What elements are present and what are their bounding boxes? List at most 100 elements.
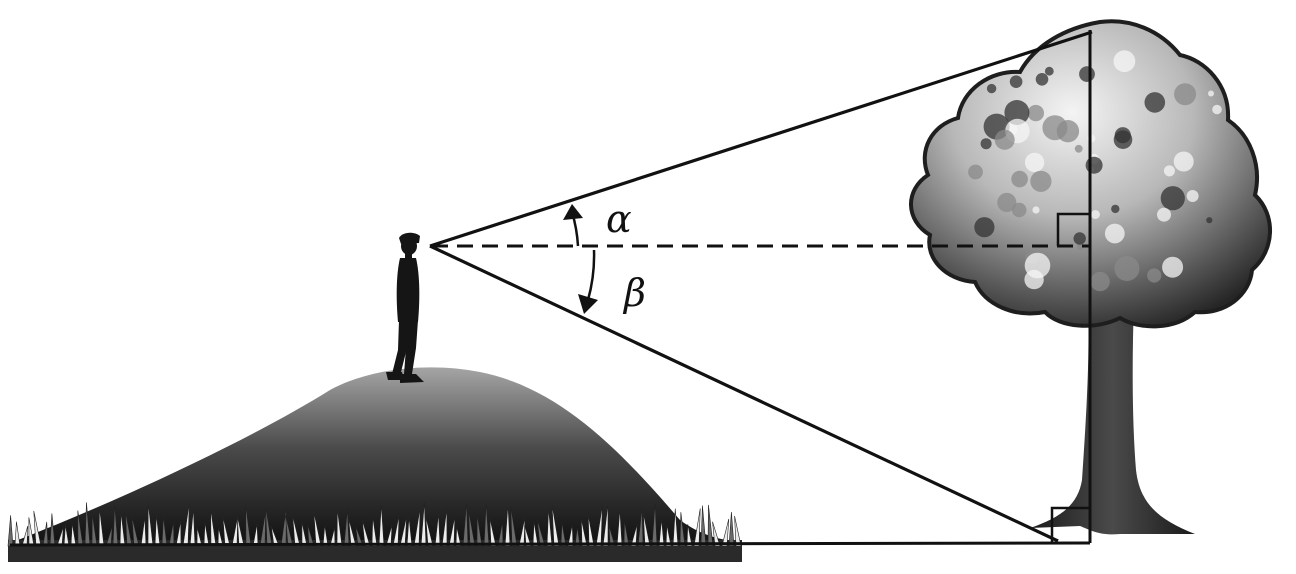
grass-blade [524,525,532,547]
grass-blade [462,502,469,547]
angle-alpha-label: α [606,197,632,241]
foliage-spot [1024,152,1045,173]
angle-beta-label: β [622,271,646,315]
grass-blade [574,527,581,547]
foliage-spot [1147,268,1162,283]
grass-blade [483,503,490,547]
foliage-spot [1114,256,1140,281]
grass-blade [489,517,497,547]
foliage-spot [1074,144,1083,153]
grass-blade [385,524,393,547]
person-shoe [386,372,404,380]
tree-trunk [1030,300,1195,535]
grass-blade [307,524,315,547]
grass-blade [630,523,638,547]
grass-blade [623,520,630,547]
grass-blade [532,521,539,547]
grass-blade [348,518,357,547]
foliage-spot [1044,66,1054,76]
arrow-head-icon [578,294,598,314]
foliage-spot [1004,100,1030,125]
grass-blade [595,504,603,547]
foliage-texture [968,50,1222,292]
grass-blade [587,515,595,547]
grass-blade [497,521,504,547]
grass-blade [468,510,476,547]
grass-blade [7,515,14,547]
grass-blade [413,507,421,547]
grass-blade [734,515,742,547]
grass-blade [504,504,511,547]
arrow-head-icon [563,204,583,220]
foliage-spot [1030,170,1052,192]
grass-blade [425,516,434,547]
grass-blade [712,521,721,547]
person-torso [396,258,420,322]
grass-blade [476,514,483,547]
right-angle-marker [1050,506,1090,543]
grass-blade [581,518,588,547]
grass-blade [616,509,623,547]
grass-blade [301,521,308,547]
foliage-spot [974,217,995,238]
grass-blade [721,518,730,547]
foliage-spot [1024,252,1051,279]
angle-alpha-arc [563,204,583,247]
grass-icon [7,502,742,562]
foliage-spot [1090,210,1100,219]
grass-blade [322,525,329,547]
grass-blade [441,508,448,547]
grass-blade [567,524,574,547]
foliage-spot [1174,83,1197,106]
grass-blade [546,508,553,547]
grass-blade [637,507,644,547]
grass-blade [392,514,400,547]
person-leg-front [404,320,418,374]
foliage-spot [1011,170,1028,188]
grass-blade [728,512,735,547]
hill-icon [18,367,740,548]
grass-blade [420,502,427,547]
line-of-sight-top [429,30,1093,248]
foliage-spot [1104,223,1125,244]
grass-blade [285,515,294,547]
foliage-spot [1113,50,1136,73]
grass-blade [518,517,526,547]
foliage-spot [1160,186,1185,211]
grass-blade [371,516,378,547]
grass-blade [455,526,462,547]
foliage-spot [1009,75,1023,88]
grass-blade [693,508,701,547]
grass-blade [329,527,336,547]
foliage-spot [1144,92,1166,113]
foliage-spot [1032,206,1040,214]
foliage-spot [980,138,992,150]
grass-blade [658,519,665,547]
foliage-spot [1011,202,1027,218]
grass-blade [292,515,301,547]
grass-blade [643,512,651,547]
person-head [401,237,417,255]
grass-blade [378,504,385,547]
foliage-spot [1186,190,1199,202]
person-neck [405,253,412,259]
foliage-spot [1208,90,1214,97]
foliage-spot [1079,66,1095,82]
grass-blade [28,517,35,547]
grass-blade [343,509,350,547]
line-of-sight-bottom [429,244,1059,543]
foliage-spot [1090,271,1110,292]
grass-blade [434,513,441,547]
foliage-spot [1173,151,1194,172]
grass-blade [551,504,560,547]
foliage-spot [1111,204,1120,214]
foliage-spot [1163,165,1175,177]
foliage-spot [1073,232,1086,245]
person-shoe [400,374,424,383]
foliage-spot [1056,120,1080,143]
foliage-spot [1085,156,1103,174]
person-silhouette-icon [386,232,424,383]
foliage-spot [994,129,1015,150]
foliage-spot [1027,104,1045,122]
